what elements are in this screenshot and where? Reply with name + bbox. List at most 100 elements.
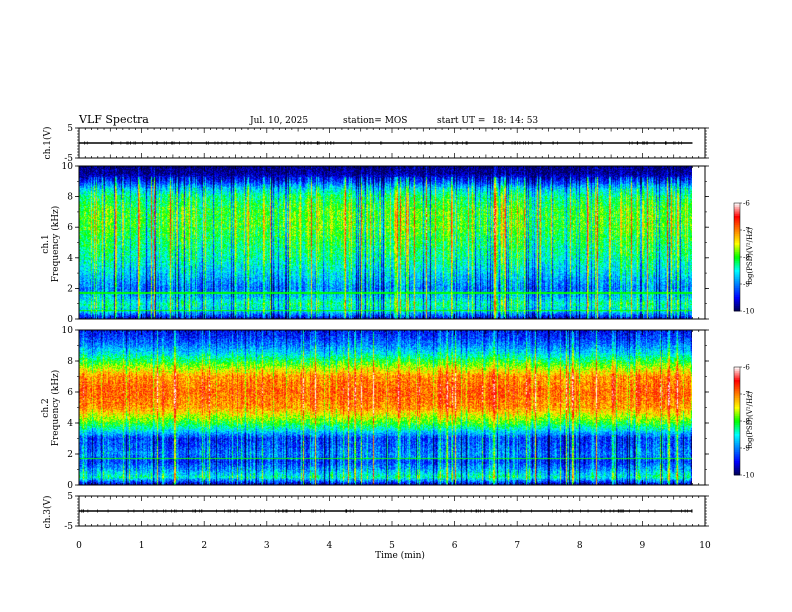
colorbar-swatch: [734, 307, 740, 310]
y-tick-label: 0: [67, 315, 73, 325]
colorbar-swatch: [734, 444, 740, 447]
y-tick-label: -5: [64, 154, 73, 164]
x-tick-label: 2: [201, 541, 207, 551]
x-tick-label: 3: [264, 541, 270, 551]
ch1-waveform-ylabel: ch.1(V): [42, 127, 53, 160]
colorbar-swatch: [734, 255, 740, 258]
colorbar-swatch: [734, 298, 740, 301]
colorbar-tick-label: -8: [743, 254, 750, 262]
colorbar-swatch: [734, 303, 740, 306]
colorbar-swatch: [734, 406, 740, 409]
colorbar-swatch: [734, 410, 740, 413]
y-tick-label: 4: [67, 419, 73, 429]
colorbar-swatch: [734, 289, 740, 292]
colorbar-swatch: [734, 385, 740, 388]
colorbar-swatch: [734, 221, 740, 224]
colorbar-swatch: [734, 433, 740, 436]
colorbar-swatch: [734, 395, 740, 398]
ch2-spectrogram-panel: ch.2 Frequency (kHz) 0 2 4 6 8 10: [41, 326, 709, 491]
y-tick-label: 8: [67, 193, 73, 203]
x-tick-label: 10: [699, 541, 711, 551]
colorbar-swatch: [734, 278, 740, 281]
colorbar-swatch: [734, 440, 740, 443]
ch1-colorbar: log(PSD)(V²/Hz) -10 -9 -8 -7 -6: [733, 200, 754, 316]
colorbar-swatch: [734, 421, 740, 424]
colorbar-swatch: [734, 212, 740, 215]
colorbar-swatch: [734, 233, 740, 236]
colorbar-swatch: [734, 449, 740, 452]
colorbar-swatch: [734, 422, 740, 425]
colorbar-swatch: [734, 383, 740, 386]
y-tick-label: 2: [67, 450, 73, 460]
colorbar-swatch: [734, 276, 740, 279]
colorbar-swatch: [734, 226, 740, 229]
colorbar-swatch: [734, 271, 740, 274]
y-tick-label: 0: [67, 481, 73, 491]
ch1-waveform-panel: ch.1(V) 5 -5: [42, 124, 709, 164]
colorbar-swatch: [734, 464, 740, 467]
colorbar-swatch: [734, 439, 740, 442]
colorbar-swatch: [734, 394, 740, 397]
colorbar-tick-label: -7: [743, 391, 750, 399]
colorbar-swatch: [734, 222, 740, 225]
colorbar-swatch: [734, 408, 740, 411]
x-tick-label: 6: [452, 541, 458, 551]
colorbar-swatch: [734, 231, 740, 234]
x-tick-label: 0: [76, 541, 82, 551]
colorbar-swatch: [734, 399, 740, 402]
ch2-colorbar-label: log(PSD)(V²/Hz): [746, 391, 754, 448]
colorbar-swatch: [734, 217, 740, 220]
colorbar-swatch: [734, 404, 740, 407]
x-tick-label: 1: [139, 541, 145, 551]
ch3-waveform-panel: ch.3(V) Time (min) 5 -50 1 2 3 4 5 6 7 8 9 10: [42, 492, 711, 561]
ch2-spectrogram-image: [79, 330, 692, 485]
colorbar-swatch: [734, 204, 740, 207]
colorbar-swatch: [734, 376, 740, 379]
colorbar-tick-label: -6: [743, 364, 750, 372]
ch1-spectrogram-image: [79, 166, 692, 319]
colorbar-swatch: [734, 381, 740, 384]
colorbar-swatch: [734, 296, 740, 299]
y-tick-label: -5: [64, 522, 73, 532]
colorbar-swatch: [734, 206, 740, 209]
colorbar-swatch: [734, 280, 740, 283]
colorbar-swatch: [734, 228, 740, 231]
colorbar-swatch: [734, 390, 740, 393]
colorbar-swatch: [734, 377, 740, 380]
colorbar-swatch: [734, 305, 740, 308]
colorbar-swatch: [734, 415, 740, 418]
colorbar-swatch: [734, 235, 740, 238]
colorbar-swatch: [734, 282, 740, 285]
colorbar-swatch: [734, 242, 740, 245]
colorbar-swatch: [734, 462, 740, 465]
colorbar-swatch: [734, 448, 740, 451]
colorbar-swatch: [734, 426, 740, 429]
colorbar-swatch: [734, 446, 740, 449]
colorbar-swatch: [734, 262, 740, 265]
ch3-waveform-ylabel: ch.3(V): [42, 496, 53, 529]
colorbar-swatch: [734, 237, 740, 240]
colorbar-swatch: [734, 302, 740, 305]
colorbar-swatch: [734, 455, 740, 458]
colorbar-swatch: [734, 419, 740, 422]
x-axis-label: Time (min): [375, 550, 425, 561]
colorbar-swatch: [734, 435, 740, 438]
date-label: Jul. 10, 2025: [249, 116, 308, 126]
colorbar-swatch: [734, 412, 740, 415]
start-ut-label: start UT =: [437, 116, 485, 126]
colorbar-tick-label: -10: [743, 472, 754, 480]
colorbar-swatch: [734, 368, 740, 371]
ch1-colorbar-label: log(PSD)(V²/Hz): [746, 227, 754, 284]
colorbar-swatch: [734, 374, 740, 377]
colorbar-tick-label: -9: [743, 281, 750, 289]
x-tick-label: 7: [514, 541, 520, 551]
colorbar-swatch: [734, 284, 740, 287]
colorbar-swatch: [734, 437, 740, 440]
colorbar-swatch: [734, 397, 740, 400]
colorbar-tick-label: -7: [743, 227, 750, 235]
colorbar-swatch: [734, 367, 740, 370]
ch1-spectrogram-panel: ch.1 Frequency (kHz) 0 2 4 6 8 10: [41, 162, 709, 325]
colorbar-tick-label: -6: [743, 200, 750, 208]
colorbar-swatch: [734, 251, 740, 254]
